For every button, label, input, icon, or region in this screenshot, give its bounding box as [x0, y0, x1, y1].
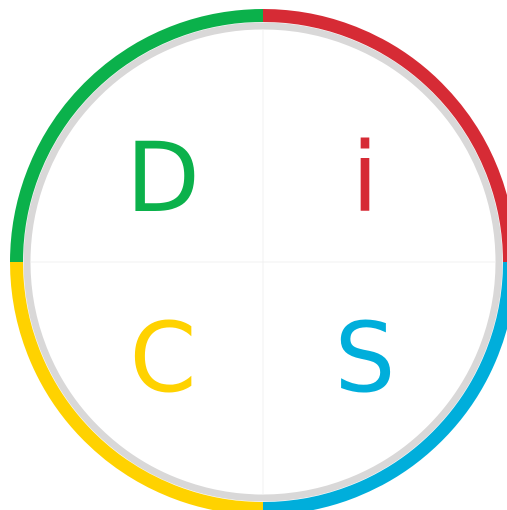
quadrant-letter: C	[129, 302, 196, 414]
quadrant-letter: i	[352, 122, 379, 234]
quadrant-letter: S	[335, 302, 396, 414]
ring-arc	[262, 261, 507, 510]
ring-arc	[10, 9, 264, 263]
ring-arc	[262, 9, 507, 263]
ring-arc	[10, 261, 264, 510]
quadrant-letter: D	[126, 122, 200, 234]
